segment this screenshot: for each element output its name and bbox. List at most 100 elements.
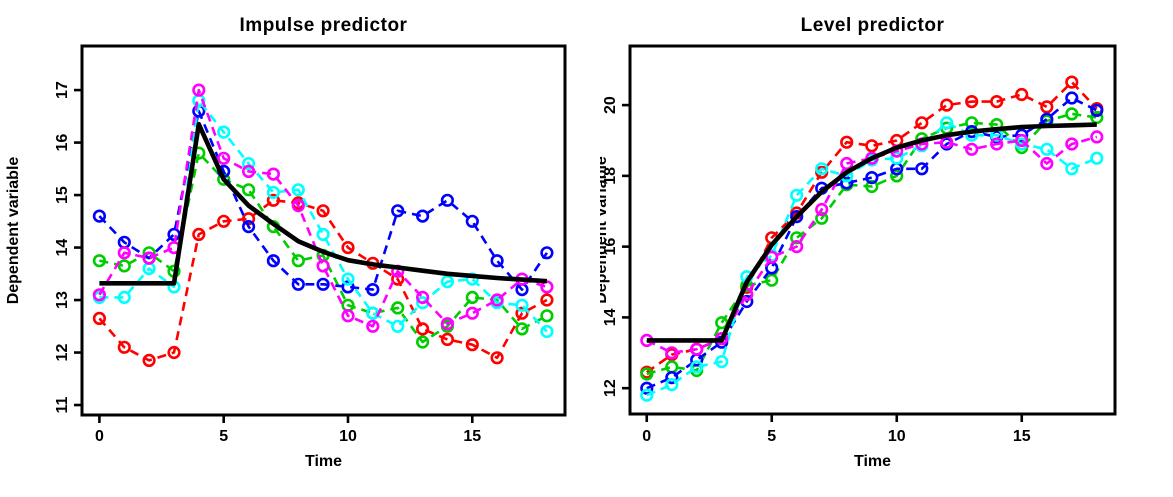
y-tick-label: 16 [602,238,619,256]
y-tick-label: 16 [54,134,71,152]
subject-red-point [92,311,106,326]
subject-red-line [98,199,548,362]
subject-magenta-point [142,251,156,265]
subject-cyan-point [940,116,954,130]
subject-blue-point [865,171,879,185]
subject-magenta-point [366,319,380,333]
subject-blue-point [840,176,854,190]
subject-green-point [515,322,529,336]
subject-red-point [217,214,231,228]
subject-green-point [865,179,879,194]
x-axis-label: Time [854,453,891,470]
y-tick-label: 17 [54,81,71,99]
subject-red-point [490,351,504,365]
subject-magenta-markers [640,130,1104,360]
subject-blue-point [665,371,679,385]
subject-green-point [117,259,131,273]
subject-magenta-point [341,309,355,323]
y-tick-label: 11 [54,396,71,413]
y-tick-label: 14 [54,239,71,257]
subject-blue-point [167,227,181,241]
subject-magenta-line [646,135,1098,355]
y-axis-label: Dependent variable [600,156,610,304]
subject-red-point [440,332,455,347]
subject-cyan-point [291,183,305,197]
subject-red-point [1065,75,1079,89]
subject-magenta-point [465,306,479,320]
subject-red-point [540,293,554,307]
subject-magenta-point [990,137,1004,151]
subject-red-point [416,322,430,336]
subject-cyan-point [117,290,131,305]
subject-magenta-point [416,290,430,305]
subject-cyan-point [665,378,679,392]
x-tick-label: 10 [888,428,906,445]
subject-blue-point [391,204,405,218]
subject-red-point [117,340,131,354]
subject-magenta-point [316,259,330,273]
y-tick-label: 18 [602,167,619,185]
subject-red-point [167,345,181,360]
subject-blue-point [316,277,330,291]
subject-magenta-point [490,293,504,307]
subject-cyan-point [242,157,256,171]
subject-cyan-point [790,188,804,202]
subject-green-point [540,309,554,323]
subject-green-point [965,116,979,130]
subject-cyan-point [690,360,704,374]
subject-cyan-point [715,355,729,369]
subject-red-point [316,204,330,218]
fitted-mean-line [646,122,1097,343]
subject-magenta-point [790,240,804,254]
y-tick-label: 12 [54,344,71,362]
subject-blue-markers [640,91,1104,395]
subject-red-point [515,306,529,320]
subject-green-point [890,169,904,183]
subject-magenta-point [217,151,231,165]
subject-cyan-point [316,227,330,241]
subject-blue-markers [92,104,554,297]
subject-green-point [391,301,405,315]
subject-magenta-point [192,83,206,97]
subject-green-point [815,211,829,225]
impulse-predictor-panel: 0 5 10 15 11 12 13 14 15 16 17 Impulse predictor Tim… [5,15,567,470]
subject-cyan-point [1065,162,1079,176]
subject-red-point [840,135,854,149]
chart-title: Impulse predictor [240,15,408,36]
subject-blue-line [98,109,548,291]
subject-magenta-point [1015,133,1029,148]
subject-blue-point [92,209,106,223]
y-tick-label: 20 [602,96,619,114]
subject-cyan-point [391,319,405,333]
subject-magenta-point [765,250,779,264]
subject-magenta-point [540,280,554,294]
subject-green-point [465,290,479,305]
y-axis-label: Dependent variable [5,157,22,305]
subject-cyan-point [515,298,529,312]
x-tick-label: 5 [219,428,228,445]
x-tick-label: 0 [95,428,104,445]
y-tick-label: 13 [54,291,71,309]
subject-magenta-point [291,199,305,213]
y-tick-label: 12 [602,379,619,397]
subject-red-markers [640,75,1104,379]
plot-border [628,44,1117,416]
subject-cyan-point [890,151,904,165]
subject-cyan-point [1090,151,1104,165]
plot-border [80,44,567,417]
subject-red-point [940,98,954,112]
subject-blue-point [1015,128,1029,142]
y-tick-label: 15 [54,186,71,204]
level-predictor-chart: 0 5 10 15 12 14 16 18 20 Level predictor Time Depen… [600,0,1173,497]
subject-blue-point [465,214,479,228]
subject-green-line [99,151,548,344]
x-tick-label: 15 [463,428,481,445]
subject-blue-point [1065,91,1079,105]
subject-magenta-point [440,317,455,331]
chart-title: Level predictor [801,15,945,36]
subject-red-point [1015,87,1029,102]
y-tick-label: 14 [602,308,619,326]
subject-magenta-point [242,164,256,178]
subject-blue-point [291,277,305,291]
